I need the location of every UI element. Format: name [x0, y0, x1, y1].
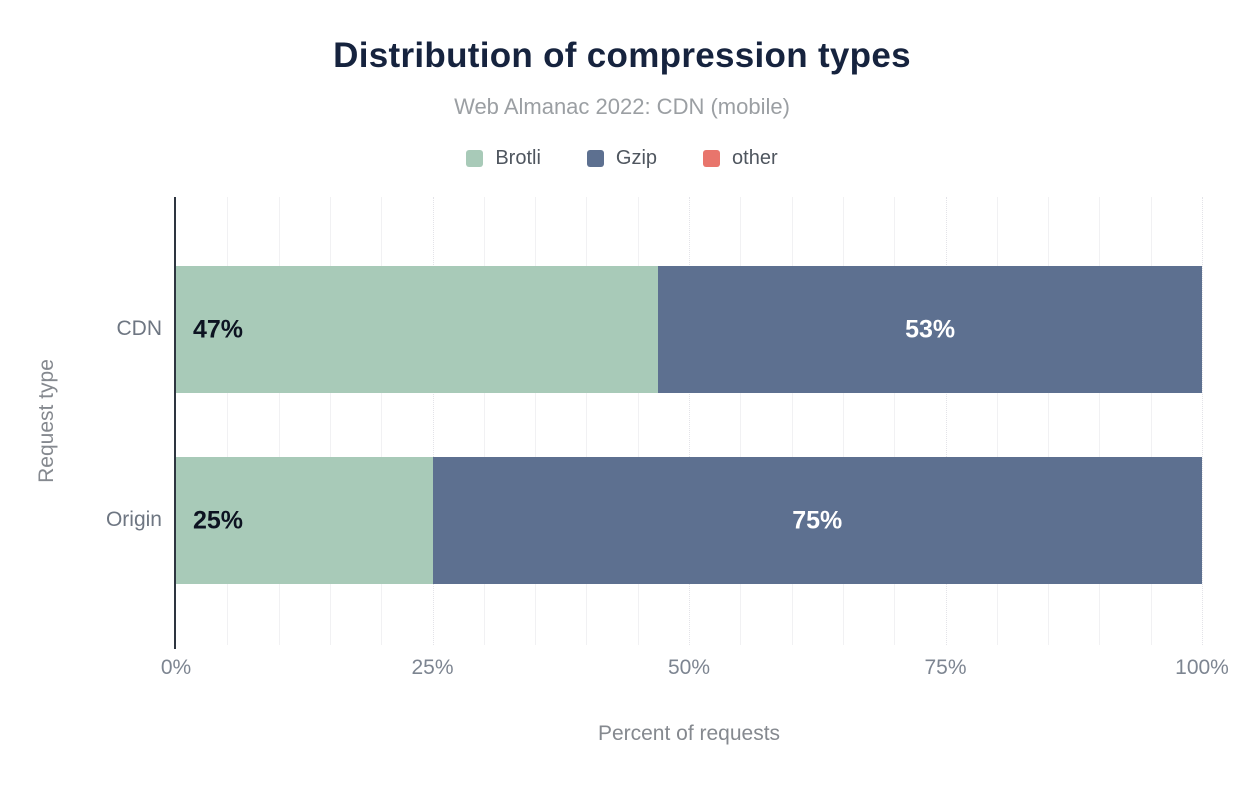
gridline-major — [1202, 197, 1203, 645]
legend-item-other[interactable]: other — [703, 147, 778, 170]
x-tick-label: 75% — [924, 656, 967, 679]
gridline-minor — [791, 197, 793, 645]
gridline-minor — [381, 197, 383, 645]
y-category-label-cdn: CDN — [116, 316, 163, 340]
y-axis-line — [174, 197, 176, 649]
gridline-major — [945, 197, 947, 645]
legend-item-gzip[interactable]: Gzip — [586, 147, 658, 170]
legend-swatch-gzip — [586, 150, 604, 167]
bar-value-label: 53% — [905, 315, 956, 343]
legend-label: other — [732, 147, 778, 169]
bar-row-cdn: 47% 53% — [176, 266, 1202, 393]
legend: Brotli Gzip other — [0, 147, 1244, 170]
gridline-minor — [894, 197, 896, 645]
gridline-minor — [996, 197, 998, 645]
legend-item-brotli[interactable]: Brotli — [466, 147, 541, 170]
x-tick-label: 0% — [160, 656, 192, 679]
bar-segment-gzip-origin[interactable]: 75% — [432, 457, 1202, 584]
bar-segment-gzip-cdn[interactable]: 53% — [658, 266, 1202, 393]
x-tick-label: 25% — [411, 656, 454, 679]
gridline-minor — [1099, 197, 1101, 645]
bar-segment-brotli-cdn[interactable]: 47% — [176, 266, 659, 393]
bar-value-label: 75% — [792, 506, 843, 534]
gridline-minor — [483, 197, 485, 645]
legend-label: Brotli — [495, 147, 541, 169]
gridline-minor — [278, 197, 280, 645]
gridline-minor — [1150, 197, 1152, 645]
gridline-minor — [329, 197, 331, 645]
legend-swatch-other — [703, 150, 721, 167]
gridline-minor — [637, 197, 639, 645]
y-axis-title: Request type — [35, 359, 58, 483]
plot-area: 47% 53% 25% 75% — [176, 197, 1203, 645]
bar-segment-brotli-origin[interactable]: 25% — [176, 457, 433, 584]
x-tick-label: 100% — [1175, 656, 1229, 679]
bar-value-label: 25% — [193, 506, 244, 534]
page-subtitle: Web Almanac 2022: CDN (mobile) — [454, 94, 790, 119]
bar-value-label: 47% — [193, 315, 244, 343]
bar-row-origin: 25% 75% — [176, 457, 1202, 584]
gridline-minor — [1048, 197, 1050, 645]
gridline-major — [689, 197, 690, 645]
legend-label: Gzip — [615, 147, 658, 169]
x-axis-title: Percent of requests — [597, 722, 781, 745]
gridline-minor — [586, 197, 588, 645]
page-title: Distribution of compression types — [333, 36, 911, 75]
y-category-label-origin: Origin — [105, 507, 162, 531]
gridline-minor — [842, 197, 844, 645]
gridline-minor — [740, 197, 742, 645]
gridline-minor — [535, 197, 537, 645]
x-tick-label: 50% — [667, 656, 711, 679]
legend-swatch-brotli — [466, 150, 484, 167]
gridline-minor — [227, 197, 229, 645]
gridline-major — [432, 197, 434, 645]
